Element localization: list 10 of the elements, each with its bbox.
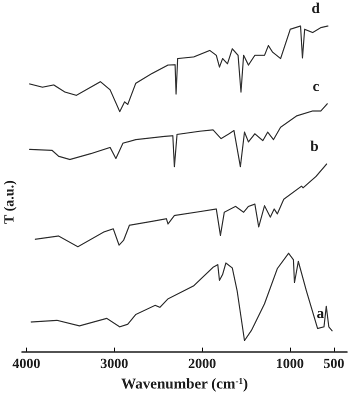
x-tick-label: 4000	[12, 357, 40, 372]
x-tick-label: 1000	[276, 357, 304, 372]
series-label: d	[312, 1, 321, 17]
y-axis-title: T (a.u.)	[2, 180, 18, 224]
series-label: c	[312, 78, 320, 95]
x-tick-label: 2000	[188, 357, 216, 372]
x-tick-label: 3000	[100, 357, 128, 372]
x-tick-label: 500	[323, 357, 344, 372]
series-label: a	[316, 306, 325, 322]
series-label: b	[310, 139, 319, 156]
